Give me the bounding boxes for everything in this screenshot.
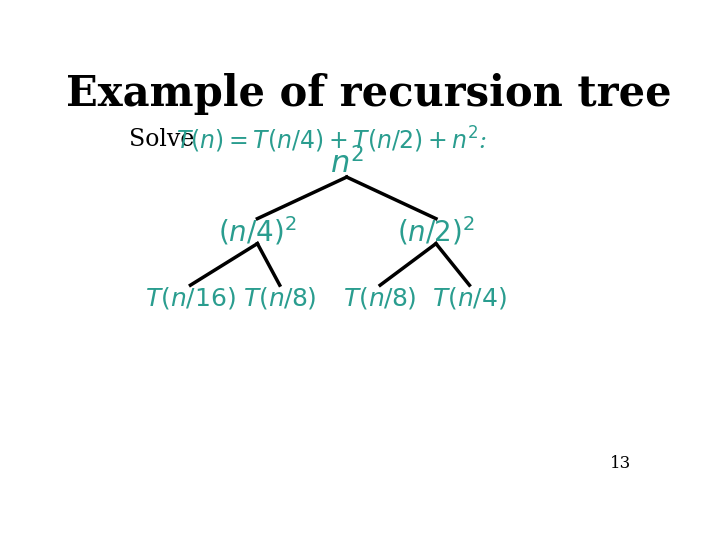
Text: $T(n/8)$: $T(n/8)$ xyxy=(343,285,417,310)
Text: Solve: Solve xyxy=(129,128,202,151)
Text: $(n/2)^2$: $(n/2)^2$ xyxy=(397,215,475,247)
Text: $T(n/4)$: $T(n/4)$ xyxy=(432,285,507,310)
Text: $(n/4)^2$: $(n/4)^2$ xyxy=(218,215,297,247)
Text: $n^2$: $n^2$ xyxy=(330,148,364,181)
Text: $T(n/8)$: $T(n/8)$ xyxy=(243,285,317,310)
Text: Example of recursion tree: Example of recursion tree xyxy=(66,73,672,115)
Text: $T(n/16)$: $T(n/16)$ xyxy=(145,285,236,310)
Text: 13: 13 xyxy=(610,455,631,472)
Text: $T(n) = T(n/4) + T(n/2) + n^2$:: $T(n) = T(n/4) + T(n/2) + n^2$: xyxy=(176,125,488,155)
